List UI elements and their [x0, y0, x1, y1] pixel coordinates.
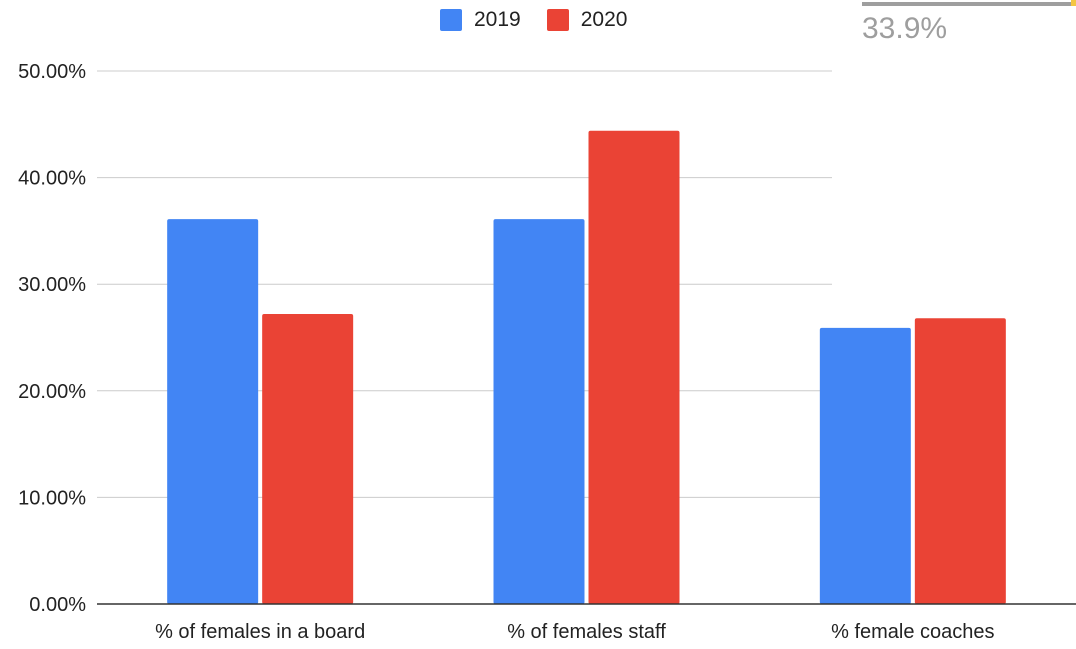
y-tick-label: 0.00%: [29, 594, 86, 616]
scorecard-divider: [862, 2, 1076, 6]
scorecard-value: 33.9%: [862, 12, 948, 45]
axes: 0.00% 10.00% 20.00% 30.00% 40.00% 50.00% % of …: [18, 61, 1076, 643]
scorecard-accent: [1071, 0, 1076, 6]
y-tick-label: 50.00%: [18, 61, 86, 83]
legend-label-2020: 2020: [580, 8, 628, 31]
y-tick-label: 10.00%: [18, 487, 86, 509]
y-tick-label: 40.00%: [18, 168, 86, 190]
legend-label-2019: 2019: [474, 8, 521, 31]
legend: 2019 2020: [440, 8, 627, 32]
bar-2020-0[interactable]: [262, 314, 354, 604]
legend-item-2020[interactable]: 2020: [546, 8, 628, 32]
y-tick-label: 20.00%: [18, 381, 86, 403]
bar-2019-0[interactable]: [167, 219, 259, 604]
bar-2019-1[interactable]: [493, 219, 585, 604]
x-tick-label: % female coaches: [831, 621, 994, 643]
bars: [167, 130, 1006, 605]
y-tick-label: 30.00%: [18, 274, 86, 296]
bar-2019-2[interactable]: [819, 327, 911, 604]
bar-2020-2[interactable]: [914, 318, 1006, 604]
x-tick-label: % of females staff: [507, 621, 666, 643]
legend-item-2019[interactable]: 2019: [440, 8, 521, 32]
x-tick-label: % of females in a board: [155, 621, 365, 643]
legend-swatch-2019: [440, 9, 462, 31]
scorecard-overlay[interactable]: 33.9%: [834, 0, 1076, 56]
bar-2020-1[interactable]: [588, 130, 680, 605]
legend-swatch-2020: [546, 9, 569, 31]
